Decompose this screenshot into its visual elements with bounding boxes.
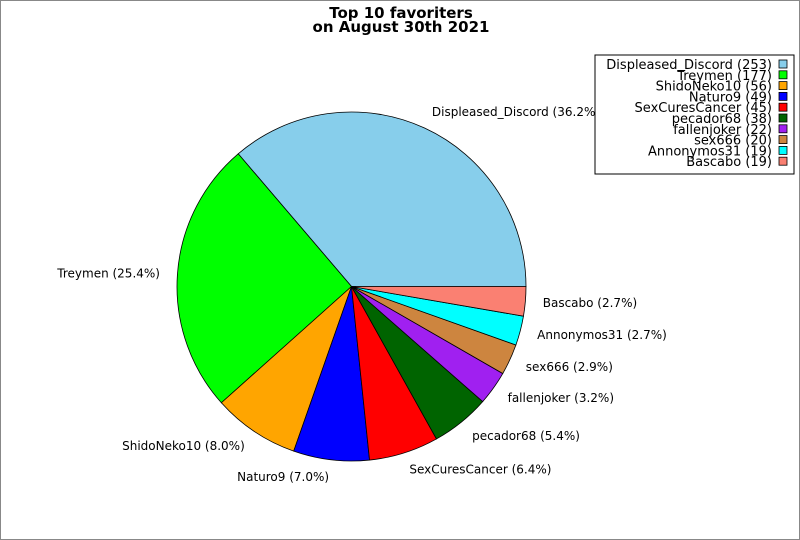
slice-label: Annonymos31 (2.7%) <box>537 328 667 342</box>
legend-box <box>594 54 795 175</box>
legend-entry: Bascabo (19) <box>686 155 772 170</box>
legend-swatch <box>778 145 788 155</box>
slice-label: pecador68 (5.4%) <box>472 429 580 443</box>
pie-slice-Displeased_Discord <box>237 111 527 287</box>
slice-label: Bascabo (2.7%) <box>543 296 637 310</box>
slice-label: Treymen (25.4%) <box>56 267 160 281</box>
legend-entry: fallenjoker (22) <box>673 123 772 138</box>
slice-label: sex666 (2.9%) <box>526 360 613 374</box>
legend-entry: SexCuresCancer (45) <box>635 101 772 116</box>
pie-slice-Bascabo <box>351 286 527 317</box>
legend-entry: sex666 (20) <box>694 134 772 149</box>
slice-label: SexCuresCancer (6.4%) <box>409 463 551 477</box>
legend-entry: ShidoNeko10 (56) <box>656 80 772 95</box>
legend-entry: pecador68 (38) <box>672 112 772 127</box>
legend-swatch <box>778 59 788 69</box>
legend-swatch <box>778 113 788 123</box>
chart-title-line-2: on August 30th 2021 <box>313 18 490 36</box>
slice-label: Displeased_Discord (36.2%) <box>432 105 600 119</box>
legend-entry: Annonymos31 (19) <box>648 144 772 159</box>
legend-swatch <box>778 156 788 166</box>
slice-label: ShidoNeko10 (8.0%) <box>122 439 245 453</box>
legend-swatch <box>778 70 788 80</box>
pie-slice-Treymen <box>176 153 353 404</box>
chart-title-line-1: Top 10 favoriters <box>329 4 473 22</box>
legend-entry: Displeased_Discord (253) <box>606 58 772 73</box>
slice-label: fallenjoker (3.2%) <box>508 391 614 405</box>
legend-swatch <box>778 92 788 101</box>
legend-swatch <box>778 102 788 112</box>
legend-entry: Naturo9 (49) <box>689 90 772 105</box>
legend-swatch <box>778 135 788 145</box>
legend-swatch <box>778 124 788 134</box>
legend-swatch <box>778 81 788 90</box>
slice-label: Naturo9 (7.0%) <box>237 470 329 484</box>
legend-entry: Treymen (177) <box>676 69 772 84</box>
